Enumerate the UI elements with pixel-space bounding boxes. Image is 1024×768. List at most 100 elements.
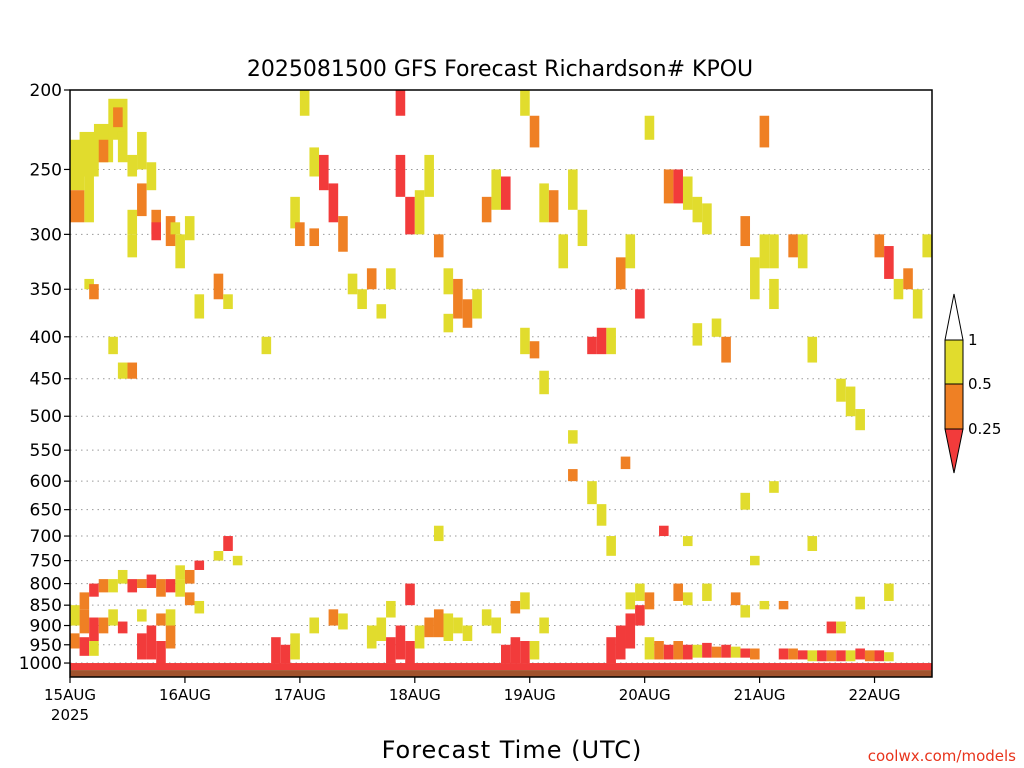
heatmap-cell <box>453 278 463 319</box>
heatmap-cell <box>309 228 320 247</box>
heatmap-cell <box>443 268 454 295</box>
heatmap-cell <box>184 592 195 606</box>
heatmap-cell <box>797 234 808 269</box>
heatmap-cell <box>740 605 751 618</box>
heatmap-cell <box>721 336 731 363</box>
heatmap-cell <box>635 583 645 601</box>
heatmap-cell <box>721 644 731 658</box>
heatmap-cell <box>807 650 818 662</box>
heatmap-cell <box>568 469 578 482</box>
heatmap-cell <box>127 579 138 593</box>
heatmap-cell <box>146 574 157 589</box>
heatmap-cell <box>156 613 166 626</box>
x-tick-label: 17AUG <box>274 686 326 704</box>
heatmap-cell <box>644 115 655 140</box>
heatmap-cell <box>165 216 176 247</box>
heatmap-cell <box>328 609 339 626</box>
heatmap-cell <box>70 605 80 626</box>
heatmap-cell <box>864 650 875 662</box>
heatmap-cell <box>836 650 846 662</box>
heatmap-cell <box>462 625 473 642</box>
heatmap-cell <box>903 268 913 290</box>
heatmap-cell <box>587 336 597 355</box>
heatmap-cell <box>213 550 224 561</box>
heatmap-cell <box>79 637 90 656</box>
heatmap-cell <box>807 336 818 363</box>
heatmap-cell <box>740 216 751 247</box>
heatmap-cell <box>290 196 300 229</box>
colorbar-bottom-arrow <box>944 428 964 474</box>
colorbar-legend: 1 0.5 0.25 <box>944 293 1001 474</box>
y-tick-label: 350 <box>30 280 62 300</box>
heatmap-cell <box>548 190 559 223</box>
plot-frame <box>69 89 933 678</box>
heatmap-cell <box>127 362 138 379</box>
heatmap-cell <box>625 613 636 649</box>
heatmap-cell <box>338 216 348 252</box>
heatmap-cell <box>759 234 770 269</box>
heatmap-cell <box>137 609 147 622</box>
heatmap-cell <box>855 648 865 660</box>
heatmap-cell <box>165 625 176 649</box>
heatmap-cell <box>376 304 387 319</box>
heatmap-cell <box>290 633 300 660</box>
heatmap-cell <box>673 583 683 601</box>
heatmap-cell <box>568 169 578 210</box>
credit-link[interactable]: coolwx.com/models <box>868 747 1016 765</box>
heatmap-cell <box>663 644 674 660</box>
heatmap-cell <box>137 633 147 660</box>
heatmap-cell <box>826 621 837 634</box>
heatmap-cell <box>395 154 406 197</box>
heatmap-cell <box>539 370 549 395</box>
heatmap-cell <box>836 378 846 402</box>
heatmap-cell <box>682 536 693 547</box>
heatmap-cell <box>606 327 616 355</box>
heatmap-cell <box>625 592 636 610</box>
ground-fill <box>70 670 932 677</box>
heatmap-cell <box>79 592 90 610</box>
heatmap-cell <box>558 234 569 269</box>
heatmap-cell <box>472 289 482 319</box>
heatmap-cell <box>539 183 549 223</box>
heatmap-cell <box>702 203 712 235</box>
heatmap-cell <box>137 579 147 589</box>
heatmap-cell <box>433 525 444 542</box>
heatmap-cell <box>520 90 530 116</box>
heatmap-cell <box>740 492 751 510</box>
y-tick-label: 700 <box>30 527 62 547</box>
heatmap-cell <box>113 107 123 128</box>
heatmap-cell <box>606 637 616 664</box>
heatmap-cell <box>232 555 243 566</box>
heatmap-cell <box>673 641 683 660</box>
y-tick-label: 600 <box>30 472 62 492</box>
heatmap-cell <box>501 644 511 664</box>
y-tick-label: 550 <box>30 441 62 461</box>
heatmap-cell <box>615 625 626 660</box>
heatmap-cell <box>347 273 358 295</box>
heatmap-cell <box>194 560 205 570</box>
heatmap-cell <box>596 504 607 526</box>
heatmap-cell <box>108 336 118 355</box>
colorbar-tick-label: 1 <box>968 331 978 349</box>
heatmap-cell <box>769 234 779 269</box>
heatmap-cell <box>84 176 94 223</box>
heatmap-cell <box>89 583 99 597</box>
heatmap-cell <box>711 646 722 658</box>
heatmap-cell <box>175 565 185 580</box>
heatmap-cell <box>817 650 827 662</box>
heatmap-cell <box>424 154 434 197</box>
heatmap-cell <box>170 222 181 235</box>
heatmap-cell <box>386 600 396 618</box>
heatmap-cell <box>568 430 578 444</box>
heatmap-cell <box>702 642 712 658</box>
heatmap-cell <box>826 650 837 662</box>
heatmap-cell <box>443 313 454 333</box>
heatmap-cell <box>79 609 90 634</box>
x-tick-label: 15AUG <box>44 686 96 704</box>
heatmap-cell <box>529 341 540 359</box>
heatmap-cell <box>319 154 329 191</box>
heatmap-cell <box>884 583 894 601</box>
heatmap-cell <box>108 579 118 593</box>
heatmap-cell <box>395 90 406 116</box>
